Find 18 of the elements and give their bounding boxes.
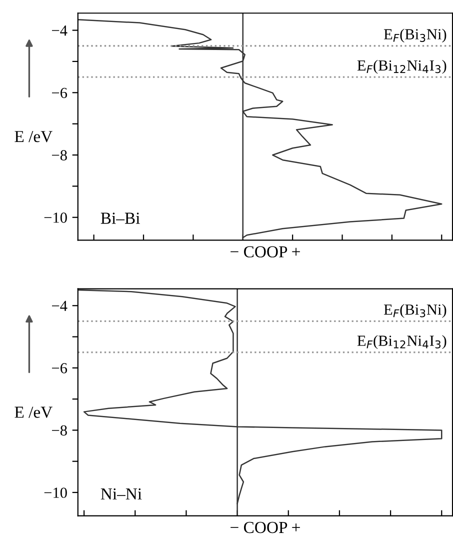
ref-line-label: E$_{F}$(Bi$_{3}$Ni) bbox=[384, 28, 446, 43]
y-tick-label: −4 bbox=[52, 300, 68, 311]
annotation: Ni–Ni bbox=[100, 488, 142, 500]
y-tick-label: −8 bbox=[52, 150, 67, 160]
ref-line-label: E$_{F}$(Bi$_{3}$Ni) bbox=[384, 304, 446, 318]
y-axis-title: E /eV bbox=[14, 131, 52, 142]
y-tick-label: −4 bbox=[52, 26, 68, 36]
y-tick-label: −6 bbox=[52, 363, 68, 374]
y-tick-label: −10 bbox=[44, 212, 67, 223]
x-axis-title: − COOP + bbox=[230, 522, 300, 534]
text: E$_{F}$(Bi$_{12}$Ni$_{4}$I$_{3}$) bbox=[357, 60, 446, 74]
y-tick-label: −8 bbox=[52, 425, 67, 436]
x-axis-title: − COOP + bbox=[230, 246, 300, 258]
annotation: Bi–Bi bbox=[100, 212, 140, 224]
y-tick-label: −6 bbox=[52, 88, 68, 98]
y-axis-title: E /eV bbox=[14, 406, 52, 418]
text: E$_{F}$(Bi$_{12}$Ni$_{4}$I$_{3}$) bbox=[357, 335, 446, 350]
y-tick-label: −10 bbox=[44, 488, 67, 498]
